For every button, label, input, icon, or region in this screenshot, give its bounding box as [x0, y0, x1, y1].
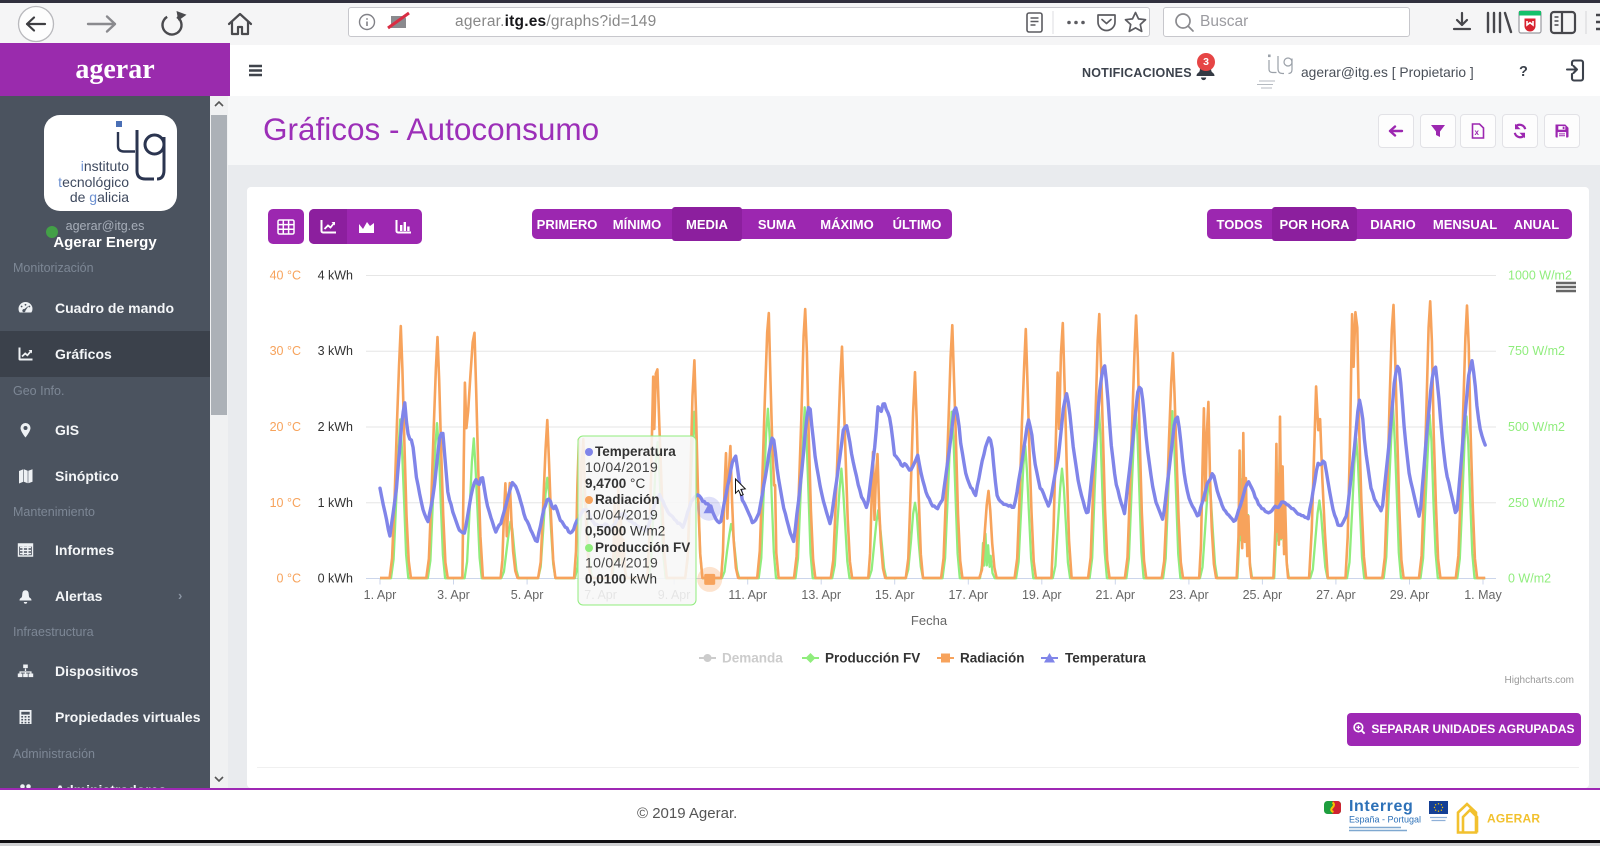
svg-text:15. Apr: 15. Apr — [875, 588, 915, 602]
svg-text:x: x — [1475, 128, 1480, 137]
svg-text:9,4700 °C: 9,4700 °C — [585, 476, 645, 491]
svg-text:Fecha: Fecha — [911, 613, 948, 628]
svg-text:Highcharts.com: Highcharts.com — [1505, 675, 1574, 686]
svg-text:1. May: 1. May — [1464, 588, 1502, 602]
svg-text:30 °C: 30 °C — [270, 344, 301, 358]
svg-text:1000 W/m2: 1000 W/m2 — [1508, 269, 1572, 283]
svg-text:0 kWh: 0 kWh — [318, 572, 353, 586]
svg-text:3 kWh: 3 kWh — [318, 344, 353, 358]
svg-text:25. Apr: 25. Apr — [1243, 588, 1283, 602]
svg-text:10/04/2019: 10/04/2019 — [585, 459, 658, 475]
svg-text:10 °C: 10 °C — [270, 496, 301, 510]
svg-text:2 kWh: 2 kWh — [318, 420, 353, 434]
svg-text:Producción FV: Producción FV — [825, 651, 920, 666]
svg-text:40 °C: 40 °C — [270, 269, 301, 283]
svg-text:20 °C: 20 °C — [270, 420, 301, 434]
svg-text:11. Apr: 11. Apr — [728, 588, 767, 602]
svg-text:17. Apr: 17. Apr — [948, 588, 988, 602]
svg-text:Temperatura: Temperatura — [595, 444, 676, 459]
svg-text:AGERAR: AGERAR — [1487, 812, 1540, 826]
svg-text:500 W/m2: 500 W/m2 — [1508, 420, 1565, 434]
svg-text:1 kWh: 1 kWh — [318, 496, 353, 510]
svg-text:0,0100 kWh: 0,0100 kWh — [585, 572, 657, 587]
svg-text:750 W/m2: 750 W/m2 — [1508, 344, 1565, 358]
svg-text:Interreg: Interreg — [1349, 798, 1413, 815]
svg-text:Demanda: Demanda — [722, 651, 783, 666]
svg-text:29. Apr: 29. Apr — [1390, 588, 1430, 602]
svg-text:13. Apr: 13. Apr — [801, 588, 841, 602]
svg-text:10/04/2019: 10/04/2019 — [585, 555, 658, 571]
svg-text:3. Apr: 3. Apr — [437, 588, 470, 602]
svg-text:10/04/2019: 10/04/2019 — [585, 507, 658, 523]
svg-text:de galicia: de galicia — [70, 189, 129, 205]
svg-text:19. Apr: 19. Apr — [1022, 588, 1062, 602]
svg-text:27. Apr: 27. Apr — [1316, 588, 1356, 602]
svg-text:instituto: instituto — [81, 158, 129, 174]
svg-text:Radiación: Radiación — [960, 651, 1025, 666]
svg-text:1. Apr: 1. Apr — [364, 588, 397, 602]
svg-text:0 W/m2: 0 W/m2 — [1508, 572, 1551, 586]
svg-text:21. Apr: 21. Apr — [1095, 588, 1135, 602]
svg-text:0 °C: 0 °C — [277, 572, 301, 586]
svg-text:23. Apr: 23. Apr — [1169, 588, 1209, 602]
svg-text:España - Portugal: España - Portugal — [1349, 815, 1421, 825]
svg-text:250 W/m2: 250 W/m2 — [1508, 496, 1565, 510]
svg-text:5. Apr: 5. Apr — [511, 588, 544, 602]
svg-text:Temperatura: Temperatura — [1065, 651, 1146, 666]
svg-text:tecnológico: tecnológico — [58, 174, 129, 190]
svg-text:4 kWh: 4 kWh — [318, 269, 353, 283]
svg-text:Radiación: Radiación — [595, 492, 660, 507]
svg-text:Producción FV: Producción FV — [595, 540, 690, 555]
svg-text:0,5000 W/m2: 0,5000 W/m2 — [585, 524, 665, 539]
